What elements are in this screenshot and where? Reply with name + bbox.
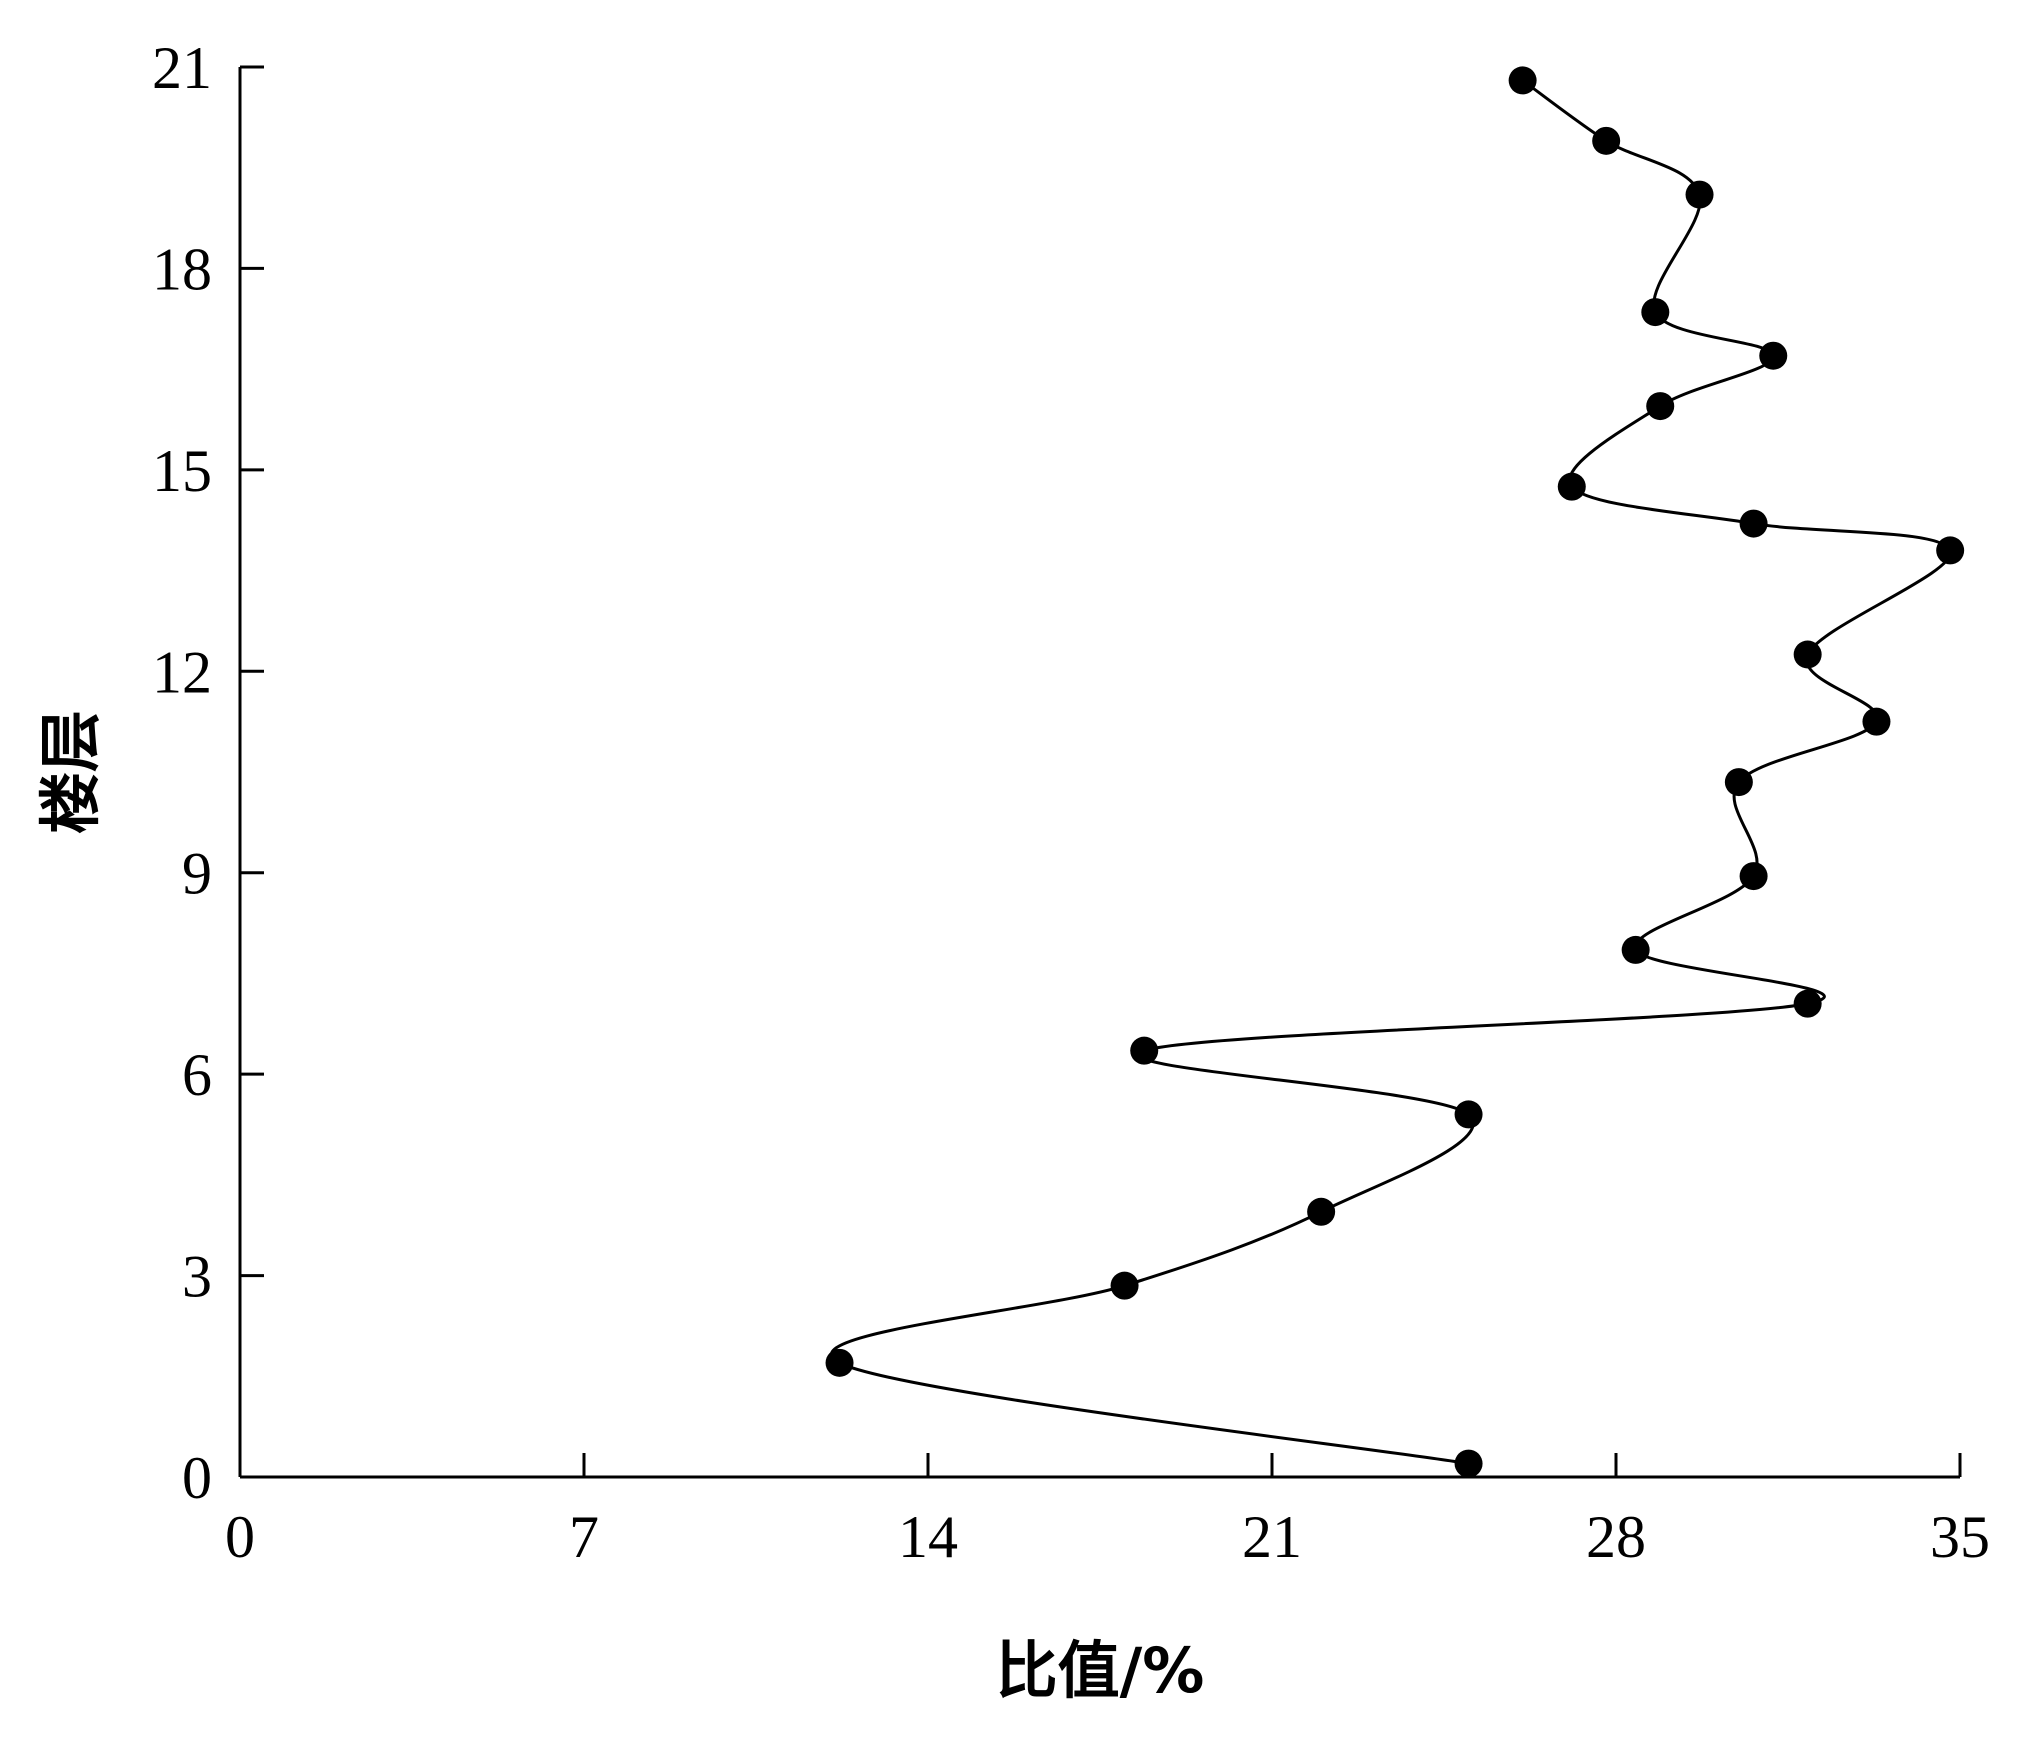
data-point — [1621, 935, 1650, 964]
data-point — [1936, 536, 1965, 565]
data-point — [1739, 862, 1768, 891]
data-point — [1307, 1197, 1336, 1226]
y-tick-label: 15 — [152, 438, 212, 504]
data-point — [1641, 298, 1670, 327]
y-tick-label: 3 — [182, 1244, 212, 1310]
y-tick-label: 21 — [152, 35, 212, 101]
y-tick-label: 6 — [182, 1042, 212, 1108]
data-point — [1454, 1100, 1483, 1129]
data-point — [1793, 989, 1822, 1018]
data-point — [1646, 392, 1675, 421]
y-axis-title: 楼层 — [34, 710, 107, 834]
x-tick-label: 0 — [225, 1504, 255, 1570]
data-point — [1592, 126, 1621, 155]
data-point — [1759, 341, 1788, 370]
data-point — [1557, 472, 1586, 501]
data-point — [1110, 1271, 1139, 1300]
x-tick-label: 21 — [1242, 1504, 1302, 1570]
x-tick-label: 28 — [1586, 1504, 1646, 1570]
x-tick-label: 35 — [1930, 1504, 1990, 1570]
data-point — [1508, 66, 1537, 95]
x-tick-label: 14 — [898, 1504, 958, 1570]
x-tick-label: 7 — [569, 1504, 599, 1570]
data-point — [825, 1348, 854, 1377]
axes: 0 7 14 21 28 35 0 3 6 9 12 15 18 21 — [152, 35, 1990, 1570]
series-group — [825, 66, 1965, 1478]
data-point — [1793, 640, 1822, 669]
data-point — [1685, 180, 1714, 209]
y-tick-label: 9 — [182, 841, 212, 907]
data-point — [1130, 1036, 1159, 1065]
data-point — [1739, 509, 1768, 538]
y-tick-label: 12 — [152, 639, 212, 705]
series-line — [829, 79, 1952, 1466]
data-point — [1454, 1449, 1483, 1478]
y-tick-label: 0 — [182, 1445, 212, 1511]
y-tick-label: 18 — [152, 236, 212, 302]
data-point — [1724, 768, 1753, 797]
data-point — [1862, 707, 1891, 736]
x-axis-title: 比值/% — [996, 1634, 1205, 1707]
